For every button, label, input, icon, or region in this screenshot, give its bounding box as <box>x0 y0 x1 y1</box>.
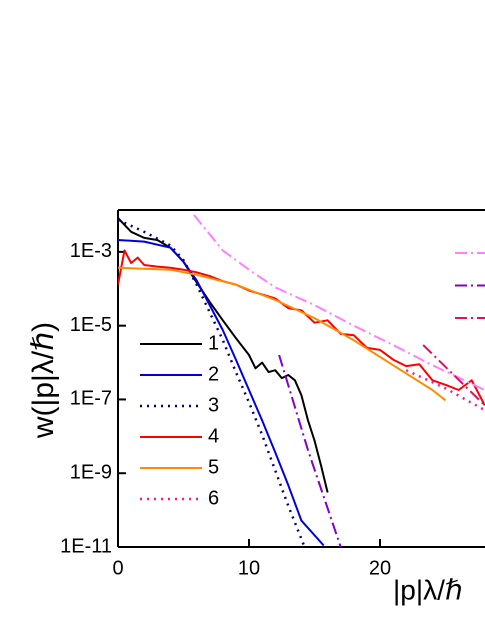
legend-label: 1 <box>208 332 219 354</box>
series-line <box>118 217 329 493</box>
y-tick-label: 1E-3 <box>70 240 112 262</box>
y-tick-label: 1E-7 <box>70 388 112 410</box>
series-line <box>422 344 485 407</box>
series-line <box>193 214 485 391</box>
y-axis-label: w(|p|λ/ℏ) <box>27 322 60 439</box>
series-line <box>405 369 485 412</box>
legend-label: 2 <box>208 363 219 385</box>
x-axis-label: |p|λ/ℏ <box>393 574 463 605</box>
series-line <box>118 249 485 406</box>
series-line <box>278 354 342 547</box>
y-tick-label: 1E-11 <box>60 535 112 557</box>
series-line <box>118 239 325 547</box>
x-tick-label: 0 <box>112 557 123 579</box>
legend-label: 6 <box>208 487 219 509</box>
x-tick-label: 10 <box>238 557 260 579</box>
legend-label: 5 <box>208 456 219 478</box>
y-tick-label: 1E-9 <box>70 462 112 484</box>
series-line <box>118 266 447 402</box>
x-tick-label: 20 <box>369 557 391 579</box>
y-tick-label: 1E-5 <box>70 314 112 336</box>
legend-label: 3 <box>208 394 219 416</box>
legend-label: 4 <box>208 425 219 447</box>
